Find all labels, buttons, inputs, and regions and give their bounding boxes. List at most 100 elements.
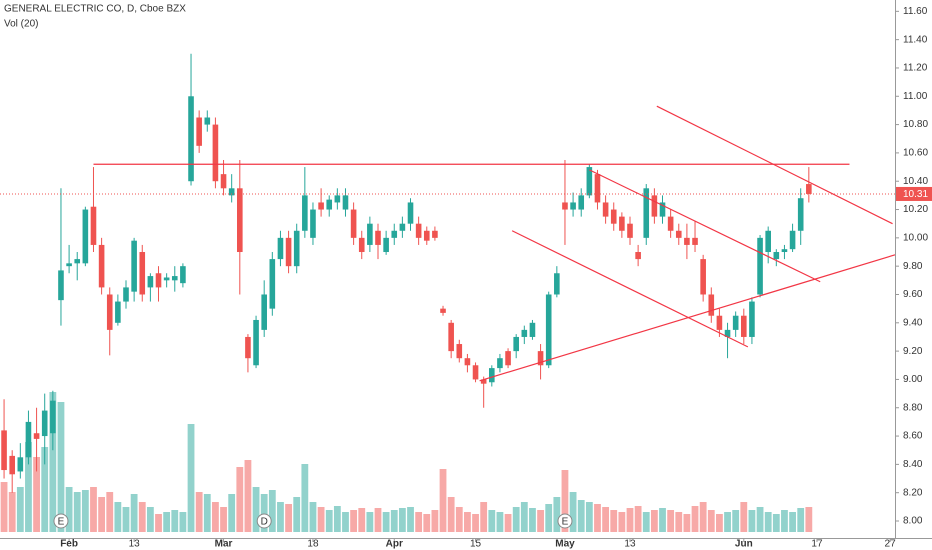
candle-body: [497, 358, 503, 369]
volume-bar: [81, 490, 89, 532]
x-tick-label: 18: [307, 539, 319, 550]
volume-bar: [268, 490, 276, 532]
event-marker: [256, 513, 272, 529]
candle-body: [50, 400, 56, 434]
volume-bar: [195, 492, 203, 532]
volume-bar: [350, 510, 358, 532]
candle-body: [334, 195, 341, 203]
x-tick-label: 17: [811, 539, 823, 550]
x-tick-label: 13: [129, 539, 141, 550]
volume-bar: [781, 510, 788, 532]
volume-bar: [390, 510, 398, 532]
y-tick-label: 9.20: [903, 346, 923, 357]
volume-bar: [520, 502, 528, 532]
candle-body: [757, 237, 763, 295]
volume-bar: [220, 507, 227, 532]
volume-bar: [683, 514, 691, 532]
volume-bar: [732, 510, 740, 532]
volume-bar: [594, 504, 601, 532]
candle-body: [545, 294, 552, 366]
x-tick-label: 15: [470, 539, 482, 550]
volume-bar: [716, 514, 723, 532]
trend-line: [589, 169, 821, 283]
event-label: E: [58, 517, 65, 528]
candle-body: [383, 237, 389, 253]
candle-body: [82, 209, 89, 264]
volume-bar: [789, 512, 796, 532]
event-label: D: [261, 517, 268, 528]
volume-bar: [642, 512, 650, 532]
candle-body: [163, 277, 170, 281]
volume-bar: [691, 506, 699, 532]
candle-body: [781, 249, 788, 253]
candle-body: [204, 117, 211, 125]
volume-bar: [49, 392, 57, 532]
candle-body: [627, 223, 633, 238]
candle-body: [33, 433, 40, 439]
candle-body: [147, 276, 154, 288]
volume-bar: [358, 508, 366, 532]
y-tick-label: 11.60: [903, 6, 928, 17]
volume-bar: [203, 494, 211, 532]
volume-bar: [748, 510, 756, 532]
volume-bar: [407, 507, 414, 532]
candle-body: [155, 273, 162, 288]
x-tick-label: 13: [624, 539, 636, 550]
candle-body: [586, 167, 593, 196]
volume-bar: [699, 502, 707, 532]
volume-bar: [98, 497, 106, 532]
candle-body: [302, 195, 308, 231]
candle-body: [9, 455, 15, 475]
volume-bar: [610, 510, 618, 532]
volume-bar: [464, 512, 471, 532]
volume-layer: [0, 392, 813, 532]
volume-bar: [187, 424, 195, 532]
candle-body: [342, 195, 349, 210]
volume-bar: [602, 507, 610, 532]
volume-bar: [293, 497, 301, 532]
candle-body: [188, 96, 194, 182]
volume-bar: [650, 510, 658, 532]
candle-body: [692, 237, 698, 245]
candle-body: [724, 329, 731, 337]
volume-bar: [73, 492, 81, 532]
candle-body: [806, 184, 812, 194]
candle-body: [375, 230, 381, 245]
candle-body: [529, 322, 536, 337]
volume-bar: [740, 502, 748, 532]
candle-body: [594, 174, 601, 203]
volume-bar: [301, 464, 309, 532]
volume-bar: [16, 487, 24, 532]
volume-bar: [277, 502, 284, 532]
volume-bar: [439, 469, 447, 532]
candle-body: [228, 188, 235, 196]
y-tick-label: 10.60: [903, 148, 928, 159]
candle-body: [675, 230, 682, 238]
candle-body: [651, 195, 658, 217]
candle-body: [643, 188, 650, 238]
candle-body: [472, 365, 479, 380]
last-price-tag: [896, 186, 932, 201]
candle-body: [505, 351, 511, 366]
candle-body: [318, 202, 324, 210]
volume-bar: [667, 510, 675, 532]
volume-bar: [764, 512, 772, 532]
candle-body: [708, 294, 715, 316]
volume-bar: [496, 512, 504, 532]
trend-line: [656, 105, 893, 225]
candle-body: [610, 209, 617, 224]
candle-body: [716, 315, 723, 330]
event-marker: [557, 513, 573, 529]
volume-bar: [569, 492, 577, 532]
volume-bar: [342, 512, 349, 532]
volume-bar: [529, 508, 536, 532]
volume-bar: [114, 502, 122, 532]
event-marker: [53, 513, 69, 529]
y-tick-label: 8.60: [903, 431, 923, 442]
volume-bar: [415, 512, 423, 532]
volume-bar: [252, 487, 260, 532]
candle-body: [432, 230, 438, 238]
x-tick-label: Jun: [735, 539, 753, 550]
candle-body: [513, 336, 519, 352]
volume-bar: [545, 504, 553, 532]
